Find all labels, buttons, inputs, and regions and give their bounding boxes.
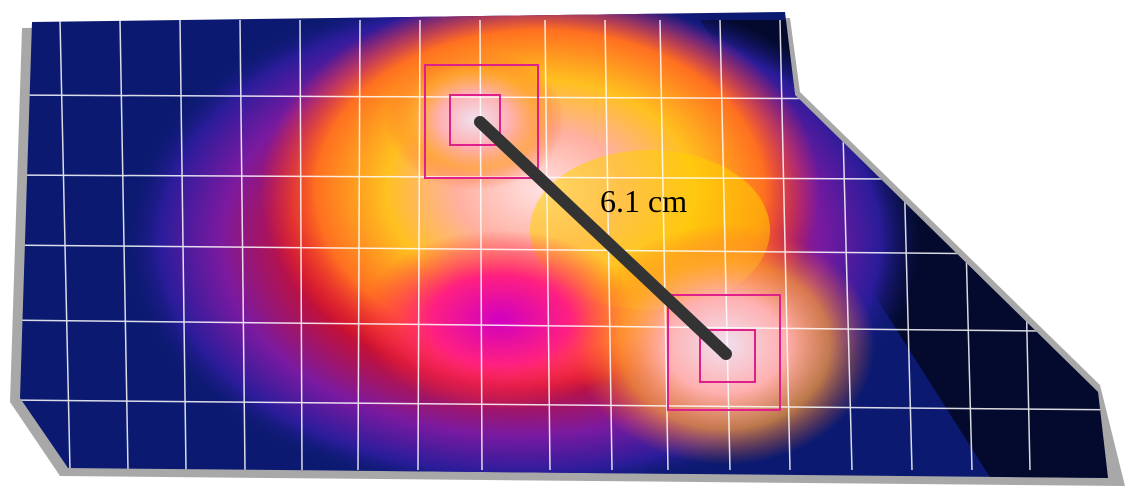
distance-label: 6.1 cm — [600, 183, 687, 219]
roi-squares — [424, 64, 781, 411]
distance-line — [474, 116, 732, 360]
